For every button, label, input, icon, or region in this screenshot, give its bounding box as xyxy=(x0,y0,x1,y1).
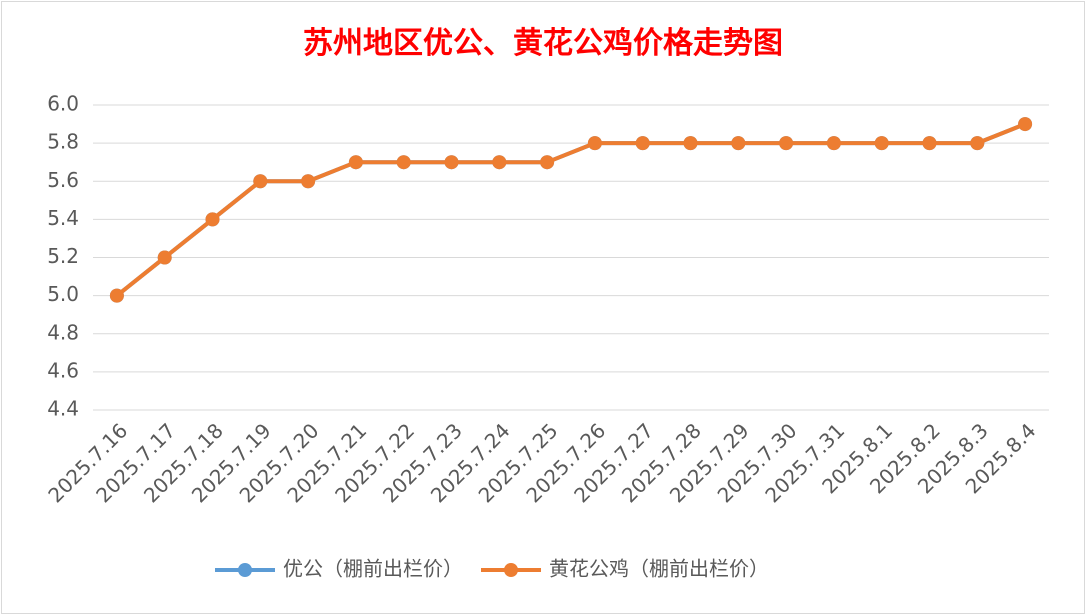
y-tick-label: 5.8 xyxy=(47,130,79,154)
y-tick-label: 4.4 xyxy=(47,397,79,421)
legend-label: 优公（棚前出栏价） xyxy=(283,557,463,581)
y-tick-label: 5.0 xyxy=(47,282,79,306)
series-point xyxy=(683,136,698,151)
series-point xyxy=(492,155,507,170)
series-point xyxy=(253,174,268,189)
series-point xyxy=(922,136,937,151)
y-tick-label: 5.6 xyxy=(47,168,79,192)
series-point xyxy=(587,136,602,151)
series-point xyxy=(444,155,459,170)
legend-marker xyxy=(238,563,252,577)
series-point xyxy=(205,212,220,227)
series-point xyxy=(396,155,411,170)
y-tick-label: 5.4 xyxy=(47,206,79,230)
y-tick-label: 4.8 xyxy=(47,320,79,344)
series-point xyxy=(1018,117,1033,132)
chart-title: 苏州地区优公、黄花公鸡价格走势图 xyxy=(303,26,783,61)
series-point xyxy=(874,136,889,151)
series-line xyxy=(115,122,1026,298)
y-tick-label: 6.0 xyxy=(47,92,79,116)
series-point xyxy=(826,136,841,151)
series-point xyxy=(970,136,985,151)
series-point xyxy=(348,155,363,170)
y-tick-label: 4.6 xyxy=(47,358,79,382)
series-point xyxy=(301,174,316,189)
series-point xyxy=(109,288,124,303)
series-point xyxy=(779,136,794,151)
series-point xyxy=(635,136,650,151)
y-tick-label: 5.2 xyxy=(47,244,79,268)
series-point xyxy=(157,250,172,265)
series-point xyxy=(731,136,746,151)
legend-marker xyxy=(504,563,518,577)
series-point xyxy=(540,155,555,170)
legend-label: 黄花公鸡（棚前出栏价） xyxy=(549,557,769,581)
